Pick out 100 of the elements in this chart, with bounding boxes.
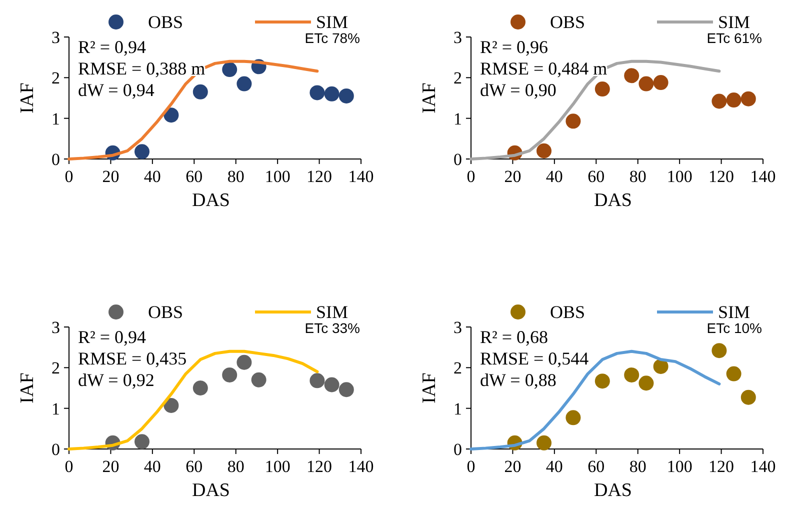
x-tick-label: 60 [186,457,203,476]
point [222,62,238,78]
legend-label: OBS [148,302,184,322]
x-tick-label: 20 [102,167,120,186]
x-tick-label: 100 [264,457,290,476]
x-tick-label: 20 [102,457,120,476]
x-tick-label: 120 [708,167,734,186]
x-tick-label: 40 [546,457,563,476]
x-axis-title: DAS [594,190,632,211]
point [310,373,325,388]
point [653,358,668,374]
y-tick-label: 3 [52,318,60,337]
y-tick-label: 1 [454,399,462,418]
annotation: dW = 0,92 [78,370,154,390]
point [222,367,238,382]
y-tick-label: 2 [454,68,462,88]
y-axis-title: IAF [419,372,440,404]
legend-label: SIM [718,302,750,322]
point [740,91,756,106]
annotation: ETc 61% [706,30,762,46]
y-tick-label: 0 [454,440,462,459]
point [192,380,208,396]
y-tick-label: 1 [454,109,462,128]
point [566,114,581,129]
x-tick-label: 40 [144,167,161,186]
x-tick-label: 0 [466,167,476,186]
x-tick-label: 120 [708,457,734,476]
y-tick-label: 2 [52,358,60,378]
x-tick-label: 20 [504,167,522,186]
annotation: dW = 0,90 [480,80,556,100]
x-axis-title: DAS [192,480,230,501]
y-tick-label: 2 [52,68,60,88]
annotation: RMSE = 0,484 m [480,58,608,78]
point [726,366,742,382]
point [624,68,640,84]
point [236,76,252,92]
x-tick-label: 80 [629,457,646,476]
point [566,410,581,426]
annotation: ETc 78% [304,30,360,46]
x-axis-title: DAS [594,480,632,501]
point [653,75,668,90]
y-tick-label: 2 [454,358,462,378]
point [134,144,150,160]
point [712,94,727,109]
legend-label: OBS [550,302,586,322]
legend-label: OBS [148,12,184,32]
point [740,390,756,405]
point [192,84,208,100]
legend-label: SIM [316,12,348,32]
x-tick-label: 60 [588,167,605,186]
x-tick-label: 20 [504,457,522,476]
y-axis-title: IAF [17,372,38,404]
x-tick-label: 140 [348,457,374,476]
legend-label: OBS [550,12,586,32]
x-tick-label: 80 [227,457,244,476]
annotation: dW = 0,88 [480,370,556,390]
point [594,82,610,97]
y-tick-label: 1 [52,399,60,418]
x-tick-label: 60 [186,167,203,186]
line-series [68,60,319,160]
x-tick-label: 120 [306,167,332,186]
x-tick-label: 100 [264,167,290,186]
point [536,143,552,158]
point [251,372,266,388]
annotation: RMSE = 0,544 [480,348,589,368]
x-axis-title: DAS [192,190,230,211]
point [310,85,325,100]
x-tick-label: 0 [466,457,476,476]
annotation: R² = 0,94 [78,327,146,347]
point [236,354,252,370]
y-axis-title: IAF [419,82,440,114]
line-series [68,350,319,450]
point [536,435,552,450]
y-tick-label: 0 [454,150,462,169]
x-tick-label: 120 [306,457,332,476]
point [624,367,640,382]
point [726,92,742,108]
annotation: R² = 0,96 [480,37,548,57]
y-tick-label: 0 [52,440,60,459]
point [324,86,340,102]
x-tick-label: 0 [64,167,74,186]
point [712,343,727,358]
point [594,374,610,389]
annotation: R² = 0,68 [480,327,548,347]
x-tick-label: 100 [666,167,692,186]
x-tick-label: 40 [144,457,161,476]
annotation: RMSE = 0,435 [78,348,187,368]
x-tick-label: 40 [546,167,563,186]
x-tick-label: 100 [666,457,692,476]
annotation: R² = 0,94 [78,37,146,57]
point [338,88,354,104]
y-tick-label: 3 [454,28,462,47]
x-tick-label: 140 [750,457,776,476]
y-tick-label: 3 [454,318,462,337]
legend-label: SIM [718,12,750,32]
annotation: dW = 0,94 [78,80,154,100]
legend-label: SIM [316,302,348,322]
annotation: ETc 33% [304,320,360,336]
point [638,76,654,92]
point [164,398,179,413]
